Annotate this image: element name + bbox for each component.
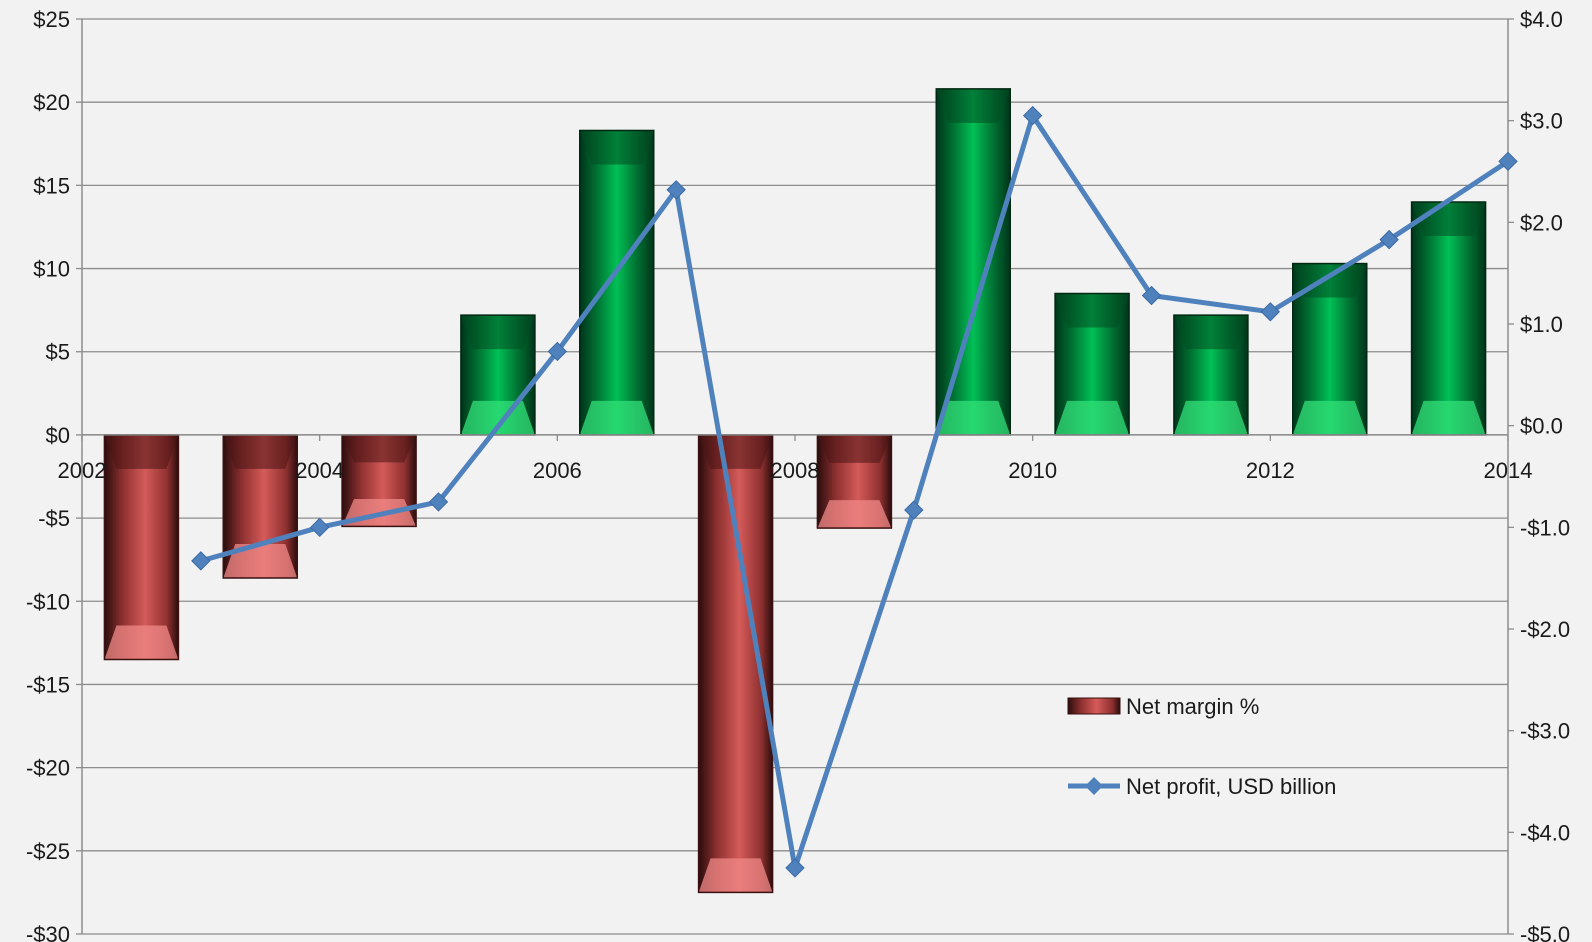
x-tick-label: 2002	[58, 458, 107, 483]
bar	[1173, 314, 1249, 436]
x-tick-label: 2010	[1008, 458, 1057, 483]
x-tick-label: 2004	[295, 458, 344, 483]
line-path	[200, 113, 1510, 871]
x-tick-label: 2008	[771, 458, 820, 483]
bar-bevel-bottom	[1055, 400, 1130, 435]
line-series-net-profit	[191, 105, 1518, 878]
bar-bevel-top	[460, 315, 535, 350]
bar	[1054, 292, 1130, 436]
bar-bevel-bottom	[1292, 400, 1367, 435]
left-tick-label: $15	[33, 173, 70, 198]
legend-marker	[1085, 777, 1103, 795]
right-tick-label: $2.0	[1520, 210, 1563, 235]
bar	[460, 314, 536, 436]
bar-bevel-bottom	[698, 858, 773, 893]
line-point	[1141, 285, 1162, 306]
left-tick-label: $25	[33, 7, 70, 32]
bar-bevel-top	[223, 434, 298, 469]
bar	[579, 129, 655, 436]
bar-bevel-top	[579, 130, 654, 165]
line-point	[309, 517, 330, 538]
x-tick-label: 2006	[533, 458, 582, 483]
x-tick-label: 2014	[1484, 458, 1533, 483]
bar-body	[1411, 202, 1486, 435]
line-point	[666, 180, 686, 200]
left-tick-label: $5	[46, 340, 70, 365]
left-tick-label: -$5	[38, 506, 70, 531]
legend-label-net-margin: Net margin %	[1126, 694, 1259, 719]
right-tick-label: $0.0	[1520, 414, 1563, 439]
left-tick-label: -$10	[26, 589, 70, 614]
bar-bevel-bottom	[936, 400, 1011, 435]
right-tick-label: $4.0	[1520, 7, 1563, 32]
left-tick-label: -$20	[26, 756, 70, 781]
left-tick-label: $10	[33, 257, 70, 282]
legend-swatch-rect	[1067, 697, 1121, 715]
bar-bevel-top	[817, 434, 892, 463]
bar-bevel-bottom	[104, 625, 179, 660]
legend-swatch-net-margin	[1067, 697, 1121, 715]
left-tick-label: $0	[46, 423, 70, 448]
bar	[1410, 201, 1487, 436]
line-point	[785, 858, 805, 878]
right-tick-label: -$5.0	[1520, 922, 1570, 942]
bar-bevel-bottom	[1411, 400, 1486, 435]
bar-body	[104, 434, 179, 660]
right-tick-label: -$4.0	[1520, 820, 1570, 845]
left-tick-label: -$25	[26, 839, 70, 864]
bar-series-net-margin	[103, 88, 1487, 894]
right-tick-label: -$1.0	[1520, 515, 1570, 540]
bar	[816, 434, 893, 529]
line-point	[1260, 302, 1281, 322]
bar-bevel-top	[104, 434, 179, 469]
bar-bevel-bottom	[1173, 400, 1248, 435]
x-tick-label: 2012	[1246, 458, 1295, 483]
bar-bevel-top	[698, 434, 773, 469]
bar-bevel-top	[936, 88, 1011, 123]
line-point	[547, 341, 568, 362]
bar-body	[579, 130, 654, 435]
left-tick-label: -$30	[26, 922, 70, 942]
bar-bevel-top	[1173, 315, 1248, 350]
right-tick-label: -$2.0	[1520, 617, 1570, 642]
line-point	[191, 551, 211, 571]
bar	[103, 434, 180, 661]
bar	[935, 88, 1011, 436]
line-point	[1379, 229, 1399, 250]
line-point	[1022, 105, 1043, 126]
right-tick-label: -$3.0	[1520, 719, 1570, 744]
left-tick-label: -$15	[26, 672, 70, 697]
right-tick-label: $1.0	[1520, 312, 1563, 337]
bar	[222, 434, 298, 579]
bar-bevel-top	[1055, 293, 1130, 328]
line-point	[1498, 151, 1518, 172]
legend-label-net-profit: Net profit, USD billion	[1126, 774, 1336, 799]
bar-bevel-bottom	[817, 500, 892, 529]
legend: Net margin % Net profit, USD billion	[1067, 694, 1336, 799]
line-point	[428, 492, 449, 512]
bar-bevel-bottom	[460, 400, 535, 435]
bar-bevel-bottom	[579, 400, 654, 435]
axes: $25 $20 $15 $10 $5 $0 -$5 -$10 -$15 -$20 -$25 -$30 $…	[26, 7, 1570, 942]
line-point	[904, 500, 924, 520]
bar-body	[936, 88, 1011, 435]
bar-bevel-top	[342, 434, 417, 463]
left-tick-label: $20	[33, 90, 70, 115]
bar-bevel-bottom	[223, 543, 298, 578]
right-tick-label: $3.0	[1520, 109, 1563, 134]
